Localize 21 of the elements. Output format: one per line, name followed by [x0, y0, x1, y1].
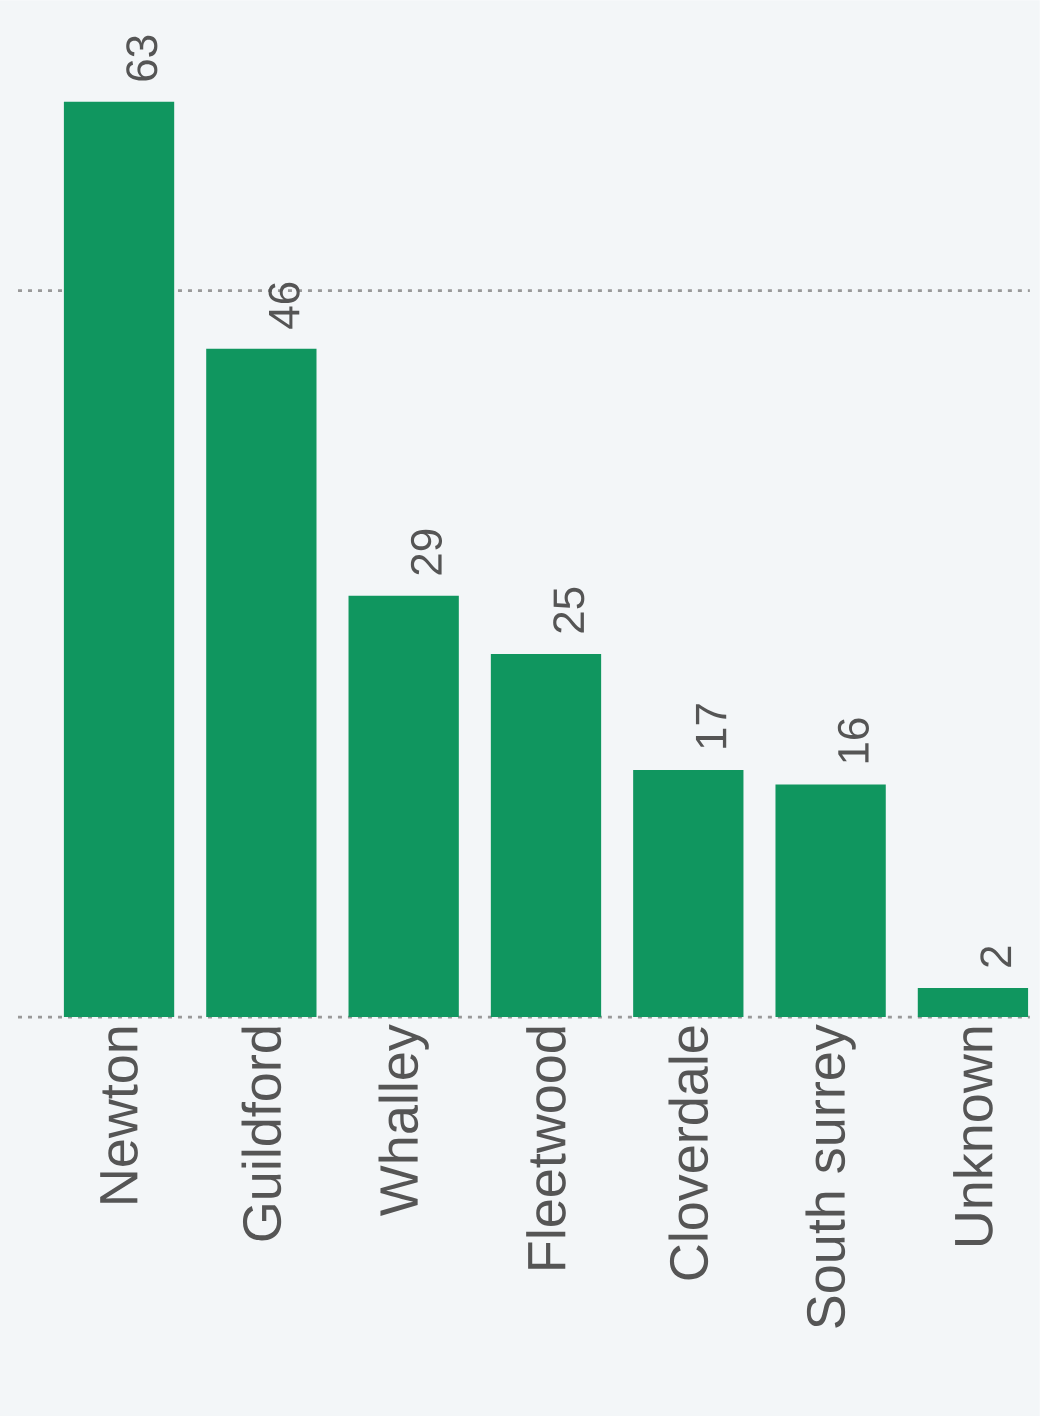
x-tick-label: Whalley	[378, 1024, 429, 1216]
data-label: 16	[837, 718, 870, 763]
x-tick-label: Newton	[100, 1027, 138, 1203]
data-label: 2	[980, 946, 1012, 967]
x-tick-label: South surrey	[805, 1024, 856, 1328]
bar	[633, 770, 744, 1018]
bar	[348, 595, 459, 1018]
x-tick-label: Guildford	[241, 1027, 282, 1241]
data-label: 29	[410, 529, 443, 575]
bar	[775, 784, 886, 1018]
data-label: 46	[268, 282, 300, 329]
x-tick-label: Fleetwood	[526, 1027, 566, 1269]
bar	[917, 987, 1029, 1018]
data-label: 63	[126, 35, 158, 81]
x-tick-label: Cloverdale	[668, 1026, 709, 1280]
bar	[490, 653, 602, 1018]
data-label: 17	[696, 704, 727, 748]
x-tick-label: Unknown	[953, 1027, 993, 1246]
data-label: 25	[553, 587, 585, 633]
bar	[63, 101, 175, 1018]
bar	[206, 348, 317, 1018]
